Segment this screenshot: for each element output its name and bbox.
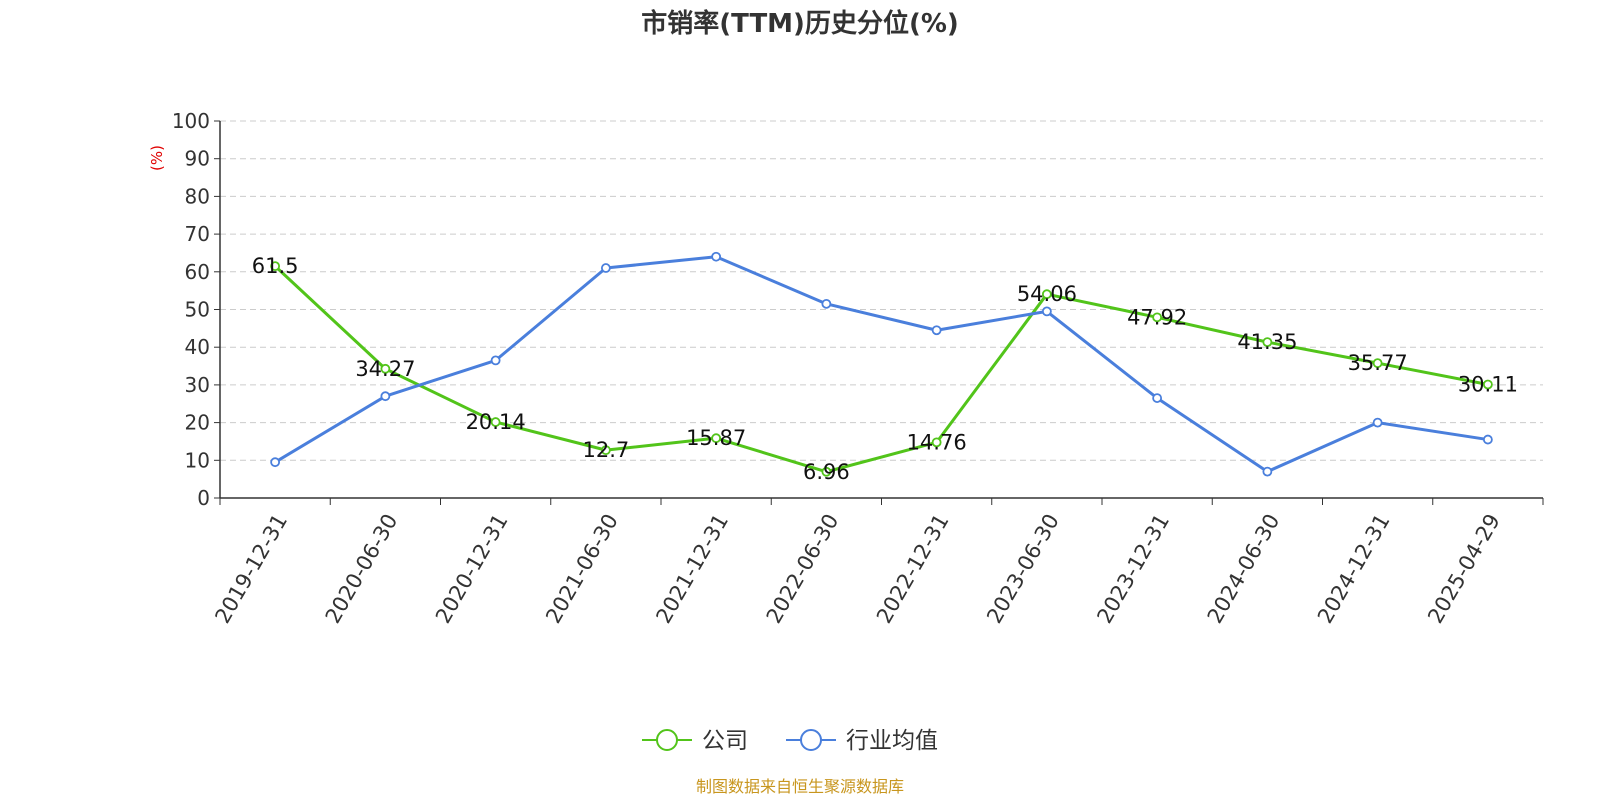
x-tick-label: 2023-12-31	[1092, 510, 1174, 628]
x-tick-label: 2025-04-29	[1423, 510, 1505, 628]
x-tick-label: 2022-12-31	[872, 510, 954, 628]
company-data-label: 54.06	[1017, 282, 1077, 306]
company-data-point[interactable]	[821, 466, 832, 477]
y-tick-label: 60	[185, 260, 210, 284]
company-data-point[interactable]	[600, 445, 611, 456]
y-tick-label: 30	[185, 373, 210, 397]
grid-lines	[220, 120, 1543, 461]
industry-data-point[interactable]	[600, 263, 611, 273]
industry-data-point[interactable]	[1262, 466, 1273, 477]
y-tick-label: 10	[185, 448, 210, 472]
company-data-point[interactable]	[1482, 379, 1493, 390]
chart-title: 市销率(TTM)历史分位(%)	[641, 8, 959, 39]
industry-series-line	[274, 255, 1489, 474]
legend[interactable]: 公司 行业均值	[642, 728, 938, 754]
industry-data-point[interactable]	[270, 457, 281, 468]
company-data-point[interactable]	[270, 261, 281, 272]
x-tick-label: 2020-06-30	[321, 510, 403, 628]
industry-data-point[interactable]	[490, 355, 501, 366]
y-axis-unit-label: (%)	[148, 145, 166, 171]
company-data-label: 20.14	[466, 410, 526, 434]
y-tick-label: 90	[185, 147, 210, 171]
series-lines	[270, 251, 1493, 477]
legend-item-industry[interactable]: 行业均值	[786, 728, 938, 754]
y-tick-label: 0	[197, 486, 210, 510]
x-tick-label: 2023-06-30	[982, 510, 1064, 628]
company-data-point[interactable]	[1152, 312, 1163, 323]
data-labels: 61.5 34.27 20.14 12.7 15.87 6.96 14.76 54.06 47.…	[252, 254, 1518, 484]
industry-data-point[interactable]	[821, 298, 832, 309]
company-data-point[interactable]	[1372, 358, 1383, 369]
company-data-point[interactable]	[711, 433, 722, 444]
y-tick-label: 80	[185, 184, 210, 208]
x-tick-label: 2020-12-31	[431, 510, 513, 628]
industry-data-point[interactable]	[380, 391, 391, 402]
x-tick-label: 2022-06-30	[762, 510, 844, 628]
company-data-label: 6.96	[803, 460, 850, 484]
company-data-point[interactable]	[931, 437, 942, 448]
y-tick-label: 20	[185, 411, 210, 435]
company-data-point[interactable]	[490, 417, 501, 427]
company-data-point[interactable]	[1041, 289, 1052, 300]
y-tick-label: 70	[185, 222, 210, 246]
y-tick-label: 50	[185, 298, 210, 322]
company-data-point[interactable]	[1262, 337, 1273, 348]
company-data-label: 61.5	[252, 254, 299, 278]
industry-data-point[interactable]	[711, 251, 722, 262]
source-note: 制图数据来自恒生聚源数据库	[696, 777, 904, 796]
company-data-label: 15.87	[686, 426, 746, 450]
legend-label: 行业均值	[846, 728, 938, 754]
x-tick-label: 2021-06-30	[541, 510, 623, 628]
company-data-label: 41.35	[1237, 330, 1297, 354]
industry-data-point[interactable]	[1152, 393, 1163, 403]
x-tick-label: 2024-06-30	[1203, 510, 1285, 628]
company-data-label: 34.27	[355, 357, 415, 381]
industry-data-point[interactable]	[931, 325, 942, 336]
x-tick-label: 2024-12-31	[1313, 510, 1395, 628]
x-tick-label: 2021-12-31	[651, 510, 733, 628]
company-data-label: 14.76	[907, 430, 967, 454]
y-tick-label: 100	[172, 109, 210, 133]
legend-circle-icon	[656, 729, 678, 751]
company-series-line	[274, 265, 1489, 474]
company-data-label: 35.77	[1348, 351, 1408, 375]
y-tick-label: 40	[185, 335, 210, 359]
industry-data-point[interactable]	[1041, 306, 1052, 317]
industry-data-point[interactable]	[1482, 434, 1493, 445]
x-tick-label: 2019-12-31	[210, 510, 292, 628]
company-data-label: 12.7	[582, 438, 629, 462]
company-data-label: 30.11	[1458, 372, 1518, 396]
legend-item-company[interactable]: 公司	[642, 728, 748, 754]
legend-circle-icon	[800, 729, 822, 751]
industry-data-point[interactable]	[1372, 417, 1383, 428]
company-data-point[interactable]	[380, 363, 391, 374]
company-data-label: 47.92	[1127, 305, 1187, 329]
legend-label: 公司	[702, 728, 748, 754]
